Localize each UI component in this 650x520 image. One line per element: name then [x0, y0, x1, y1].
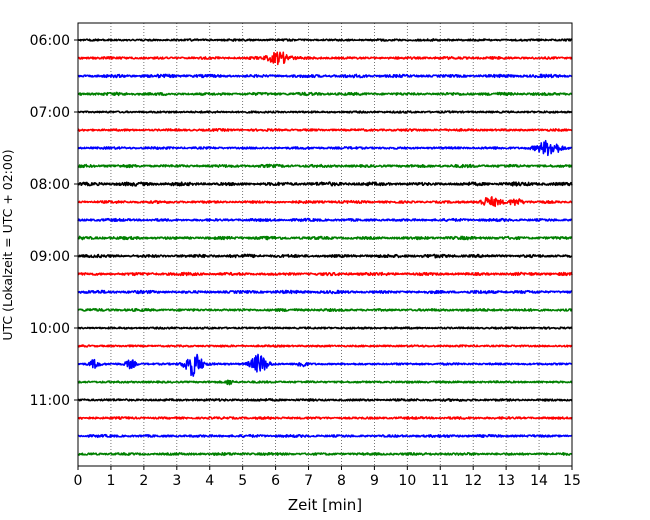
plot-frame [77, 22, 573, 467]
x-tick-label: 9 [370, 473, 379, 489]
traces [77, 38, 573, 457]
x-tick-label: 15 [563, 473, 581, 489]
x-tick-label: 14 [530, 473, 548, 489]
seismogram-trace [77, 307, 573, 313]
x-tick-label: 11 [431, 473, 449, 489]
seismogram-trace [77, 217, 573, 223]
x-tick-label: 4 [205, 473, 214, 489]
seismogram-trace [77, 253, 573, 259]
seismogram-trace [77, 289, 573, 295]
seismogram-trace [77, 344, 573, 348]
seismogram-trace [77, 128, 573, 132]
x-tick-label: 5 [238, 473, 247, 489]
seismogram-trace [77, 326, 573, 330]
seismogram-trace [77, 416, 573, 420]
x-tick-label: 10 [398, 473, 416, 489]
x-tick-label: 1 [106, 473, 115, 489]
y-tick-label: 06:00 [30, 33, 70, 49]
x-tick-label: 2 [139, 473, 148, 489]
seismogram-trace [77, 38, 573, 42]
seismogram-trace [77, 353, 573, 377]
x-tick-label: 13 [497, 473, 515, 489]
seismogram-trace [77, 110, 573, 114]
seismogram-trace [77, 73, 573, 79]
x-tick-label: 0 [74, 473, 83, 489]
y-tick-label: 09:00 [30, 249, 70, 265]
x-axis-label: Zeit [min] [288, 496, 362, 514]
y-axis-ticks: 06:00 07:00 08:00 09:00 10:00 11:00 [30, 33, 78, 409]
seismogram-trace [77, 196, 573, 208]
seismogram-trace [77, 235, 573, 241]
seismogram-trace [77, 398, 573, 402]
y-axis-label: UTC (Lokalzeit = UTC + 02:00) [0, 149, 15, 340]
seismogram-trace [77, 139, 573, 157]
seismogram-trace [77, 51, 573, 66]
seismogram-trace [77, 163, 573, 169]
x-axis-ticks: 0 1 2 3 4 5 6 7 8 9 10 11 12 13 14 15 [74, 466, 581, 489]
seismogram-trace [77, 379, 573, 386]
seismogram-trace [77, 433, 573, 439]
grid-lines [110, 23, 540, 466]
y-tick-label: 07:00 [30, 105, 70, 121]
seismogram-trace [77, 181, 573, 187]
y-tick-label: 08:00 [30, 177, 70, 193]
seismogram-trace [77, 91, 573, 97]
y-tick-label: 11:00 [30, 393, 70, 409]
x-tick-label: 7 [304, 473, 313, 489]
x-tick-label: 3 [172, 473, 181, 489]
seismogram-trace [77, 271, 573, 277]
y-tick-label: 10:00 [30, 321, 70, 337]
x-tick-label: 8 [337, 473, 346, 489]
seismogram-trace [77, 451, 573, 457]
x-tick-label: 6 [271, 473, 280, 489]
plot-area-background [78, 23, 572, 466]
x-tick-label: 12 [464, 473, 482, 489]
